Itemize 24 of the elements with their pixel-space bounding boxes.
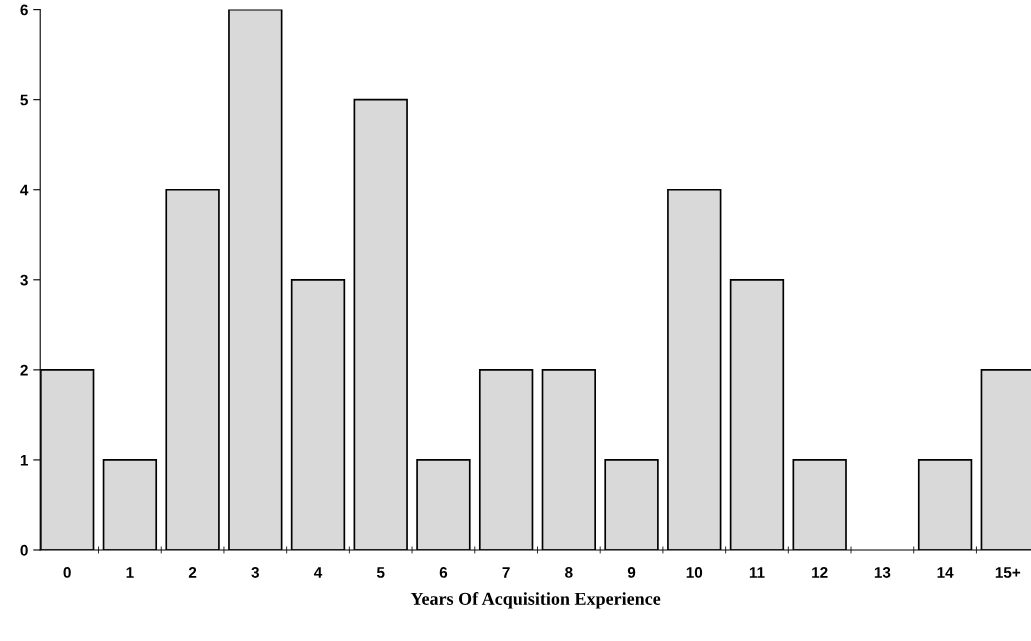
x-tick-label: 3 <box>251 567 259 578</box>
x-tick-label: 12 <box>812 567 828 578</box>
y-tick-label: 4 <box>20 184 29 196</box>
y-tick-label: 0 <box>20 544 28 556</box>
x-tick-label: 10 <box>686 567 703 578</box>
x-tick-label: 8 <box>565 567 573 578</box>
x-tick-label: 0 <box>63 567 71 578</box>
x-tick-label: 14 <box>937 567 954 578</box>
y-tick-label: 5 <box>20 94 28 106</box>
y-tick-label: 1 <box>20 454 28 466</box>
x-tick-label: 6 <box>439 567 448 578</box>
x-tick-label: 2 <box>188 567 197 578</box>
x-axis-title: Years Of Acquisition Experience <box>410 592 661 609</box>
y-tick-label: 6 <box>20 4 28 16</box>
x-tick-label: 5 <box>376 567 385 578</box>
x-tick-label: 9 <box>627 567 636 578</box>
x-tick-label: 13 <box>874 567 891 578</box>
x-tick-label: 1 <box>126 567 134 578</box>
x-tick-label: 7 <box>502 567 510 578</box>
x-tick-label: 15+ <box>995 567 1021 578</box>
y-tick-label: 3 <box>20 274 28 286</box>
x-tick-label: 11 <box>749 567 765 578</box>
y-tick-label: 2 <box>20 364 28 376</box>
x-tick-label: 4 <box>313 567 323 578</box>
